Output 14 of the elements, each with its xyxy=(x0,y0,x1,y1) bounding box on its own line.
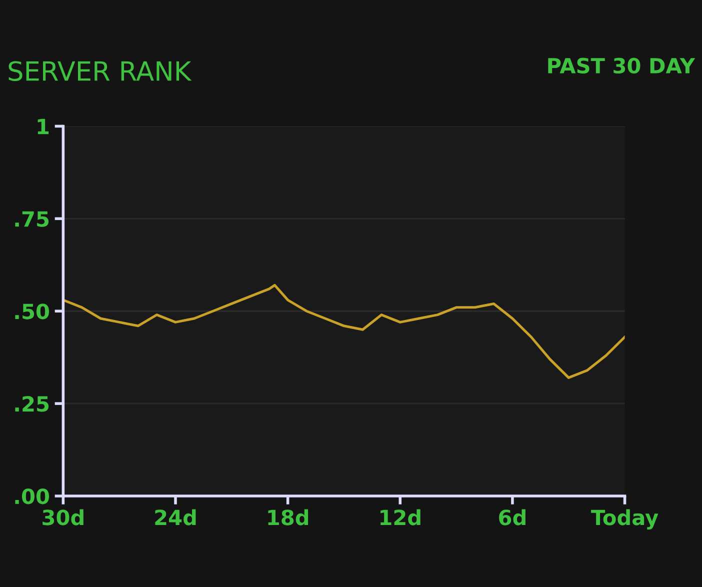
y-tick-label: .00 xyxy=(15,488,49,504)
x-tick-label: 6d xyxy=(499,509,526,526)
line-series xyxy=(63,284,625,379)
chart-subtitle: PAST 30 DAY xyxy=(548,58,696,74)
x-tick-label: 24d xyxy=(155,509,196,526)
y-tick-label: .50 xyxy=(15,304,49,320)
x-tick-label: 30d xyxy=(42,509,84,526)
y-tick-label: 1 xyxy=(38,118,49,134)
x-tick-label: Today xyxy=(591,509,658,530)
y-tick-label: .25 xyxy=(15,396,49,412)
x-tick-label: 18d xyxy=(268,509,308,526)
chart-title: SERVER RANK xyxy=(8,61,192,82)
x-tick-label: 12d xyxy=(380,509,420,526)
y-tick-label: .75 xyxy=(15,211,49,227)
